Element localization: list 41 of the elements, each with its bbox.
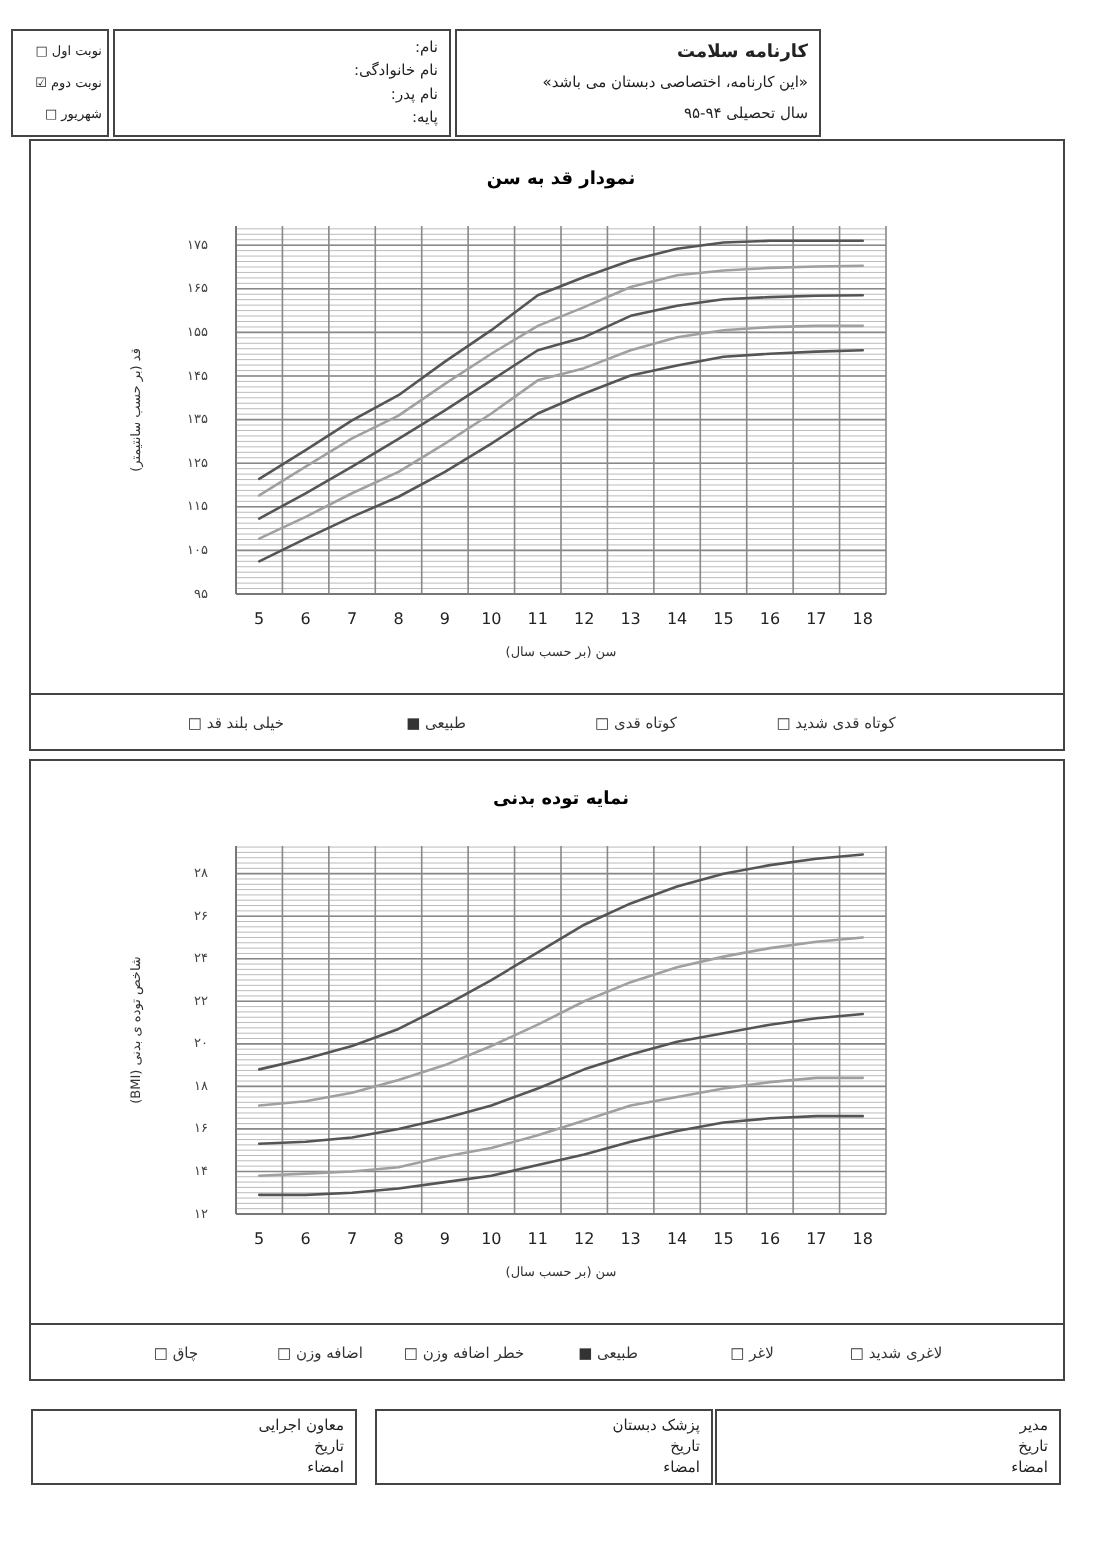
line-series bbox=[257, 348, 865, 563]
x-tick-label: 16 bbox=[759, 1230, 781, 1248]
x-tick-label: 6 bbox=[300, 1230, 311, 1248]
x-tick-label: 9 bbox=[439, 610, 451, 628]
x-tick-label: 12 bbox=[574, 1230, 595, 1248]
x-tick-label: 10 bbox=[481, 610, 502, 628]
x-tick-label: 13 bbox=[620, 610, 641, 628]
x-tick-label: 10 bbox=[481, 1230, 502, 1248]
x-tick-label: 11 bbox=[527, 610, 548, 628]
line-series bbox=[257, 324, 865, 540]
line-series bbox=[257, 264, 865, 497]
text: کارنامه سلامت bbox=[676, 42, 810, 63]
x-tick-label: 14 bbox=[666, 1230, 688, 1248]
line-series bbox=[257, 853, 865, 1071]
x-tick-label: 7 bbox=[346, 610, 358, 628]
x-tick-label: 12 bbox=[574, 610, 595, 628]
x-tick-label: 5 bbox=[254, 1230, 265, 1248]
x-tick-label: 15 bbox=[713, 1230, 734, 1248]
x-tick-label: 17 bbox=[806, 610, 827, 628]
x-tick-label: 18 bbox=[852, 1230, 873, 1248]
line-series bbox=[257, 936, 865, 1107]
x-tick-label: 11 bbox=[527, 1230, 548, 1248]
x-tick-label: 9 bbox=[439, 1230, 451, 1248]
line-series bbox=[257, 1076, 865, 1178]
x-tick-label: 5 bbox=[254, 610, 265, 628]
x-tick-label: 15 bbox=[713, 610, 734, 628]
line-series bbox=[257, 239, 865, 481]
x-tick-label: 8 bbox=[393, 1230, 404, 1248]
line-series bbox=[257, 294, 865, 520]
x-tick-label: 6 bbox=[300, 610, 311, 628]
chart-title: نمودار قد به سن bbox=[486, 170, 636, 190]
x-tick-label: 18 bbox=[852, 610, 873, 628]
x-tick-label: 16 bbox=[759, 610, 781, 628]
line-series bbox=[257, 1114, 865, 1197]
x-tick-label: 7 bbox=[346, 1230, 358, 1248]
x-tick-label: 8 bbox=[393, 610, 404, 628]
line-series bbox=[257, 1012, 865, 1146]
x-tick-label: 17 bbox=[806, 1230, 827, 1248]
chart-title: نمایه توده بدنی bbox=[493, 790, 629, 810]
x-tick-label: 14 bbox=[666, 610, 688, 628]
x-tick-label: 13 bbox=[620, 1230, 641, 1248]
